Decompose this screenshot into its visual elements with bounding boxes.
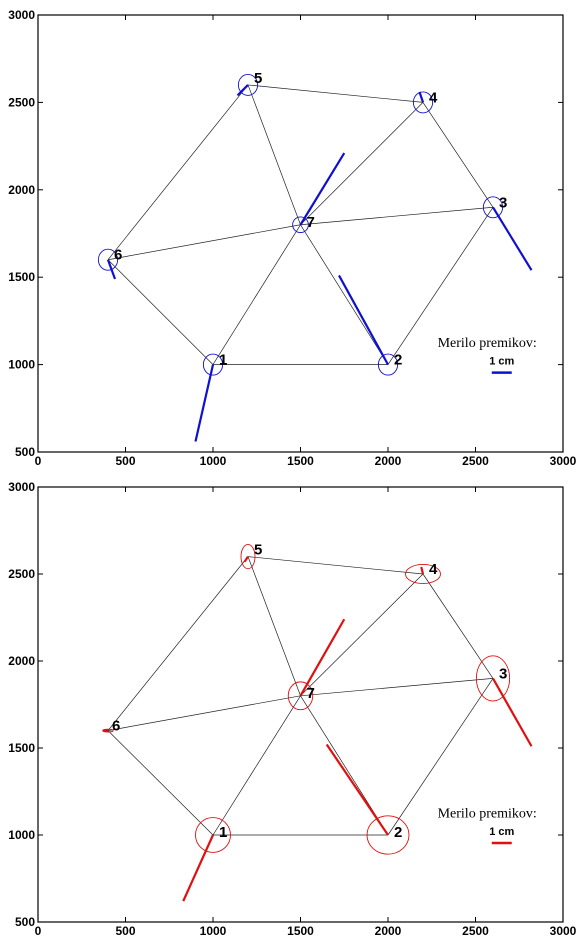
network-edge [107, 730, 214, 836]
network-edge [387, 207, 494, 365]
plot-frame [37, 486, 564, 923]
displacement-vector [492, 206, 533, 271]
scale-legend-unit: 1 cm [489, 356, 514, 368]
x-tick-label: 2500 [462, 924, 489, 938]
point-label: 5 [254, 70, 262, 87]
y-tick-label: 2000 [8, 654, 35, 668]
network-edge [107, 556, 249, 731]
displacement-vector [243, 555, 249, 563]
displacement-vector [106, 259, 117, 280]
point-label: 7 [307, 685, 315, 702]
point-label: 4 [429, 89, 438, 106]
network-edge [247, 556, 301, 696]
point-label: 7 [307, 214, 315, 231]
error-ellipse [195, 817, 231, 853]
y-tick-label: 2000 [8, 183, 35, 197]
displacement-plot-red: 0 500 1000 1500 2000 2500 3000 500 1000 1500 2000 2… [0, 470, 580, 939]
point-label: 2 [394, 824, 402, 841]
x-tick-label: 500 [115, 454, 135, 468]
x-tick-label: 1000 [200, 924, 227, 938]
point-label: 1 [219, 824, 227, 841]
network-edge [107, 695, 301, 731]
network-edge [107, 259, 214, 365]
network-edge [300, 224, 389, 365]
network-edge [387, 678, 494, 836]
network-edge [300, 678, 494, 697]
x-tick-label: 3000 [550, 454, 577, 468]
x-tick-label: 0 [35, 454, 42, 468]
displacement-vector [420, 566, 425, 575]
error-ellipse [202, 353, 224, 376]
network-edge [107, 224, 301, 261]
network-edge [247, 84, 301, 225]
network-edge [422, 573, 494, 679]
error-ellipse [97, 248, 119, 271]
y-tick-label: 1000 [8, 358, 35, 372]
displacement-vector [492, 677, 533, 747]
x-tick-label: 1500 [287, 924, 314, 938]
displacement-plot-blue: 0 500 1000 1500 2000 2500 3000 500 1000 1500 2000 2… [0, 0, 580, 469]
displacement-vector [338, 274, 389, 366]
point-label: 4 [429, 561, 438, 578]
displacement-vector [325, 743, 389, 836]
x-tick-label: 2500 [462, 454, 489, 468]
y-tick-label: 2500 [8, 567, 35, 581]
error-ellipse [237, 73, 259, 96]
y-tick-label: 500 [15, 915, 35, 929]
displacement-vector [236, 84, 249, 97]
scale-legend-unit: 1 cm [489, 826, 514, 838]
x-tick-label: 1000 [200, 454, 227, 468]
point-label: 3 [499, 665, 507, 682]
network-edge [422, 102, 494, 208]
error-ellipse [377, 353, 399, 376]
y-tick-label: 500 [15, 445, 35, 459]
error-ellipse [475, 655, 511, 702]
network-edge [107, 84, 249, 260]
error-ellipse [287, 681, 314, 711]
plot-frame [37, 14, 564, 453]
error-ellipse [405, 563, 441, 585]
y-tick-label: 3000 [8, 8, 35, 22]
network-edge [300, 102, 424, 226]
displacement-vector [418, 91, 425, 103]
x-tick-label: 2000 [375, 454, 402, 468]
error-ellipse [412, 91, 434, 114]
scale-legend-title: Merilo premikov: [438, 336, 537, 351]
point-label: 1 [219, 352, 227, 369]
point-label: 3 [499, 194, 507, 211]
point-label: 6 [114, 247, 122, 264]
network-edge [247, 556, 424, 575]
displacement-vector [194, 364, 215, 442]
point-label: 2 [394, 352, 402, 369]
error-ellipse [482, 196, 504, 219]
y-tick-label: 1000 [8, 828, 35, 842]
network-edge [212, 224, 301, 365]
plot-svg-blue: 0 500 1000 1500 2000 2500 30005001000150020002… [8, 8, 577, 468]
network-edge [300, 206, 494, 226]
y-tick-label: 1500 [8, 270, 35, 284]
x-tick-label: 500 [115, 924, 135, 938]
displacement-vector [299, 152, 346, 226]
x-tick-label: 2000 [375, 924, 402, 938]
network-edge [300, 573, 424, 697]
error-ellipse [240, 543, 256, 570]
error-ellipse [366, 815, 410, 855]
x-tick-label: 3000 [550, 924, 577, 938]
y-tick-label: 1500 [8, 741, 35, 755]
y-tick-label: 2500 [8, 95, 35, 109]
y-tick-label: 3000 [8, 480, 35, 494]
plot-svg-red: 0 500 1000 1500 2000 2500 30005001000150020002… [8, 480, 577, 938]
x-tick-label: 1500 [287, 454, 314, 468]
displacement-vector [182, 834, 215, 902]
displacement-vector [299, 618, 346, 697]
network-edge [247, 84, 424, 103]
point-label: 5 [254, 542, 262, 559]
error-ellipse [292, 216, 309, 234]
point-label: 6 [112, 718, 120, 735]
scale-legend-title: Merilo premikov: [438, 807, 537, 822]
network-edge [212, 695, 301, 836]
x-tick-label: 0 [35, 924, 42, 938]
